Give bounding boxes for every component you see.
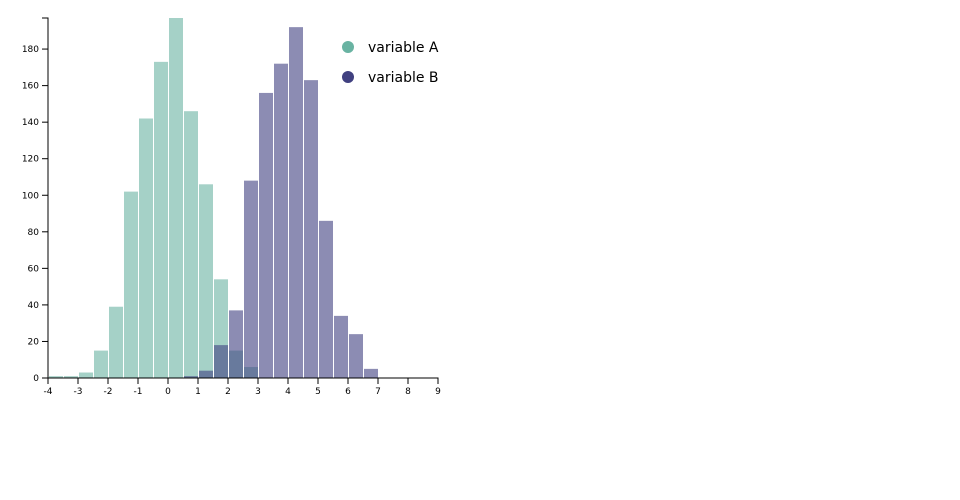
y-tick: 60 bbox=[28, 264, 48, 274]
x-tick: 8 bbox=[405, 378, 411, 397]
x-tick: 1 bbox=[195, 378, 201, 397]
y-tick: 120 bbox=[22, 155, 48, 165]
legend-item-a: variable A bbox=[342, 40, 439, 56]
y-tick-label: 160 bbox=[22, 82, 39, 92]
bar-b-6 bbox=[274, 63, 288, 379]
x-tick: -2 bbox=[104, 378, 113, 397]
x-tick: 9 bbox=[435, 378, 441, 397]
bar-b-9 bbox=[319, 220, 333, 378]
y-tick-label: 140 bbox=[22, 118, 39, 128]
bar-b-0 bbox=[184, 376, 198, 378]
x-tick-label: 6 bbox=[345, 387, 351, 397]
y-tick-label: 80 bbox=[28, 228, 40, 238]
y-tick-label: 60 bbox=[28, 264, 40, 274]
bar-a-10 bbox=[199, 184, 213, 378]
y-tick: 80 bbox=[28, 228, 48, 238]
x-tick-label: -3 bbox=[74, 387, 83, 397]
x-tick: 6 bbox=[345, 378, 351, 397]
y-tick: 20 bbox=[28, 337, 48, 347]
x-tick: 2 bbox=[225, 378, 231, 397]
y-axis-line bbox=[42, 17, 49, 379]
x-tick-label: -1 bbox=[134, 387, 143, 397]
legend-label-b: variable B bbox=[368, 70, 439, 86]
x-tick-label: 2 bbox=[225, 387, 231, 397]
bar-a-4 bbox=[109, 306, 123, 378]
legend-item-b: variable B bbox=[342, 70, 439, 86]
bar-b-8 bbox=[304, 80, 318, 378]
x-tick: -3 bbox=[74, 378, 83, 397]
legend: variable A variable B bbox=[342, 40, 439, 86]
series-a-bars bbox=[49, 18, 258, 378]
x-tick-label: -4 bbox=[44, 387, 53, 397]
bar-a-8 bbox=[169, 18, 183, 378]
bar-b-2 bbox=[214, 345, 228, 378]
x-tick-label: 7 bbox=[375, 387, 381, 397]
bar-b-11 bbox=[349, 334, 363, 378]
y-tick-label: 20 bbox=[28, 337, 40, 347]
y-tick: 100 bbox=[22, 191, 48, 201]
y-tick-label: 180 bbox=[22, 45, 39, 55]
y-tick-label: 100 bbox=[22, 191, 39, 201]
bar-b-10 bbox=[334, 315, 348, 378]
x-tick-label: 1 bbox=[195, 387, 201, 397]
x-axis: -4 -3 -2 -1 0 1 2 3 4 5 6 7 8 9 bbox=[44, 377, 441, 397]
y-tick-label: 0 bbox=[33, 374, 39, 384]
bar-a-2 bbox=[79, 372, 93, 378]
x-tick: -4 bbox=[44, 378, 53, 397]
x-tick-label: -2 bbox=[104, 387, 113, 397]
y-axis: 0 20 40 60 80 100 120 140 160 180 bbox=[22, 17, 49, 384]
y-tick-label: 120 bbox=[22, 155, 39, 165]
x-tick-label: 5 bbox=[315, 387, 321, 397]
bar-b-1 bbox=[199, 370, 213, 378]
bar-b-12 bbox=[364, 368, 378, 378]
bar-a-1 bbox=[64, 376, 78, 378]
series-b-bars bbox=[184, 27, 378, 379]
x-tick: 0 bbox=[165, 378, 171, 397]
x-axis-line bbox=[47, 377, 439, 384]
bar-a-7 bbox=[154, 61, 168, 378]
bar-b-7 bbox=[289, 27, 303, 379]
x-tick-label: 9 bbox=[435, 387, 441, 397]
x-tick: -1 bbox=[134, 378, 143, 397]
y-tick: 40 bbox=[28, 301, 48, 311]
legend-swatch-b bbox=[342, 71, 354, 83]
y-tick-label: 40 bbox=[28, 301, 40, 311]
legend-label-a: variable A bbox=[368, 40, 439, 56]
x-tick: 4 bbox=[285, 378, 291, 397]
x-tick: 3 bbox=[255, 378, 261, 397]
legend-swatch-a bbox=[342, 41, 354, 53]
bar-b-4 bbox=[244, 180, 258, 378]
bar-a-0 bbox=[49, 376, 63, 378]
y-tick: 140 bbox=[22, 118, 48, 128]
bar-a-6 bbox=[139, 118, 153, 378]
x-tick: 5 bbox=[315, 378, 321, 397]
y-tick: 0 bbox=[33, 374, 48, 384]
x-tick: 7 bbox=[375, 378, 381, 397]
bar-b-5 bbox=[259, 92, 273, 378]
x-tick-label: 0 bbox=[165, 387, 171, 397]
bar-a-9 bbox=[184, 111, 198, 378]
bar-a-5 bbox=[124, 191, 138, 378]
x-tick-label: 3 bbox=[255, 387, 261, 397]
y-tick: 160 bbox=[22, 82, 48, 92]
bar-a-3 bbox=[94, 350, 108, 378]
x-tick-label: 8 bbox=[405, 387, 411, 397]
bar-b-3 bbox=[229, 310, 243, 378]
y-tick: 180 bbox=[22, 45, 48, 55]
x-tick-label: 4 bbox=[285, 387, 291, 397]
